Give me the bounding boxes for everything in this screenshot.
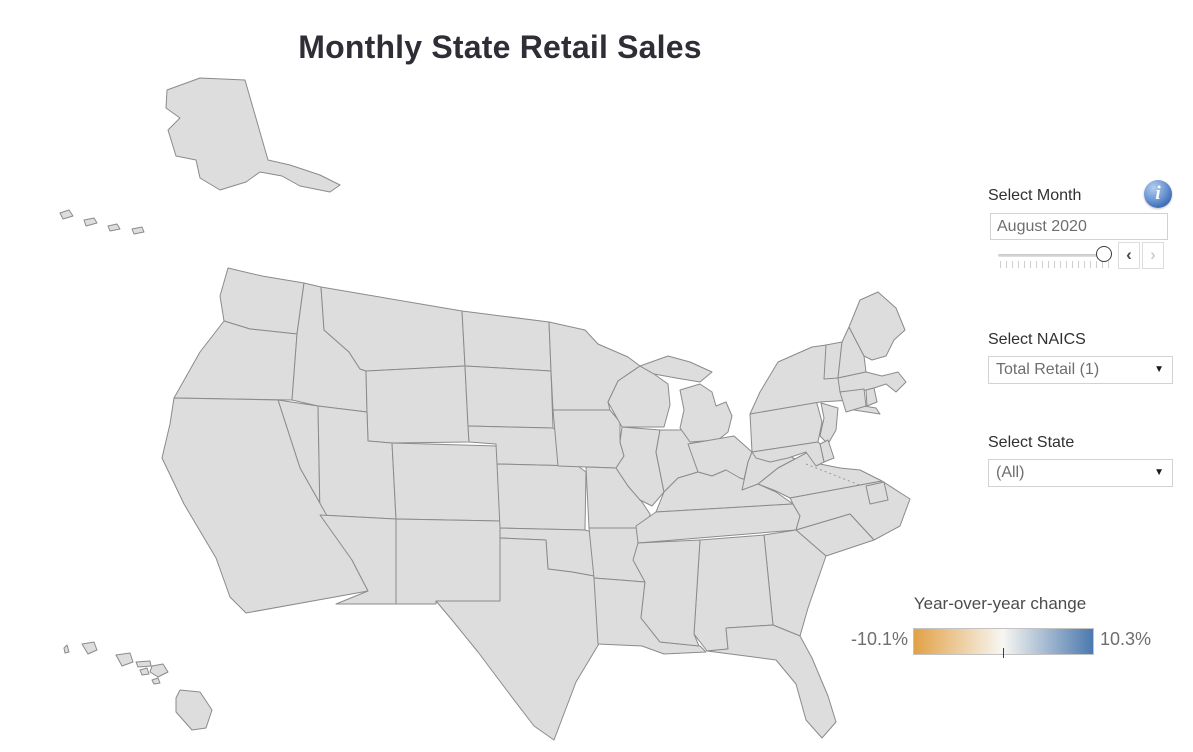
state-michigan-upper[interactable] [639, 355, 713, 383]
hawaii-island-lanai[interactable] [139, 667, 150, 676]
state-dropdown-value: (All) [996, 464, 1025, 481]
info-icon[interactable]: i [1144, 180, 1172, 208]
month-slider-ticks [1000, 261, 1110, 268]
dc-callout-leader-line [805, 463, 863, 487]
state-new-jersey[interactable] [819, 402, 839, 445]
state-maine[interactable] [848, 291, 906, 361]
select-month-label: Select Month [988, 187, 1082, 204]
state-new-mexico[interactable] [395, 518, 501, 605]
state-alaska[interactable] [165, 77, 341, 193]
state-maryland[interactable] [751, 441, 825, 467]
hawaii-island-kauai[interactable] [81, 641, 98, 655]
state-district-of-columbia-callout[interactable] [865, 481, 889, 505]
month-value-box[interactable]: August 2020 [990, 213, 1168, 240]
hawaii-island-hawaii[interactable] [175, 689, 213, 731]
state-iowa[interactable] [552, 409, 625, 469]
hawaii-island-niihau[interactable] [63, 644, 70, 654]
legend-title: Year-over-year change [913, 594, 1087, 613]
hawaii-island-kahoolawe[interactable] [151, 677, 161, 685]
state-wyoming[interactable] [365, 365, 470, 444]
state-south-dakota[interactable] [464, 365, 554, 429]
legend-zero-tick [1002, 648, 1004, 658]
naics-dropdown-value: Total Retail (1) [996, 361, 1100, 378]
state-connecticut[interactable] [839, 388, 867, 413]
state-florida[interactable] [706, 624, 837, 739]
hawaii-island-oahu[interactable] [115, 652, 134, 667]
select-naics-label: Select NAICS [988, 331, 1086, 348]
page-title: Monthly State Retail Sales [298, 29, 702, 66]
select-state-label: Select State [988, 434, 1075, 451]
state-new-hampshire[interactable] [837, 326, 867, 379]
month-slider-thumb[interactable] [1096, 246, 1112, 262]
state-kansas[interactable] [496, 463, 587, 531]
naics-dropdown[interactable]: Total Retail (1) ▼ [988, 356, 1173, 384]
alaska-aleutian-island[interactable] [83, 217, 98, 227]
hawaii-island-molokai[interactable] [135, 660, 152, 668]
state-rhode-island[interactable] [865, 387, 878, 407]
state-texas[interactable] [435, 537, 601, 741]
chevron-down-icon: ▼ [1154, 467, 1164, 478]
state-dropdown[interactable]: (All) ▼ [988, 459, 1173, 487]
month-slider-track[interactable] [998, 254, 1108, 257]
state-north-dakota[interactable] [461, 310, 552, 372]
state-oregon[interactable] [173, 320, 298, 401]
alaska-aleutian-island[interactable] [59, 209, 74, 220]
state-california[interactable] [161, 397, 369, 614]
state-mississippi[interactable] [632, 539, 701, 647]
state-michigan-lower[interactable] [679, 383, 733, 443]
alaska-aleutian-island[interactable] [107, 223, 121, 232]
month-slider: ‹ › [998, 242, 1174, 269]
chevron-down-icon: ▼ [1154, 364, 1164, 375]
legend-min-label: -10.1% [850, 629, 908, 649]
hawaii-island-maui[interactable] [149, 663, 169, 678]
state-colorado[interactable] [391, 442, 501, 522]
alaska-aleutian-island[interactable] [131, 226, 145, 235]
legend-max-label: 10.3% [1100, 629, 1152, 649]
legend-gradient [913, 628, 1094, 658]
previous-month-button[interactable]: ‹ [1118, 242, 1140, 269]
next-month-button[interactable]: › [1142, 242, 1164, 269]
